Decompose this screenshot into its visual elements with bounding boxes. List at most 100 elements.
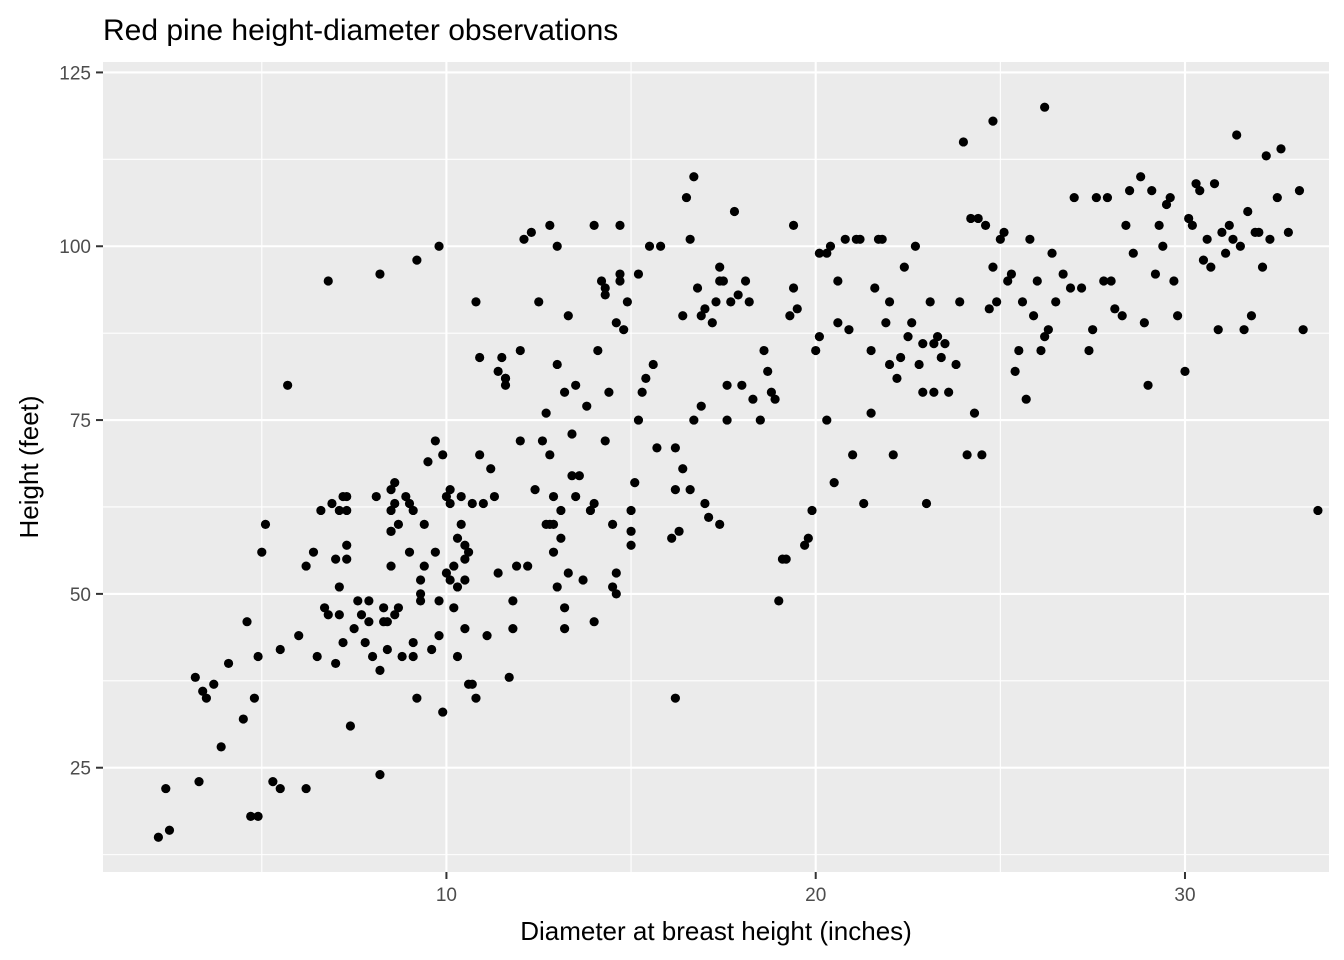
data-point bbox=[1206, 262, 1216, 272]
data-point bbox=[788, 220, 799, 230]
data-point bbox=[1084, 345, 1094, 356]
data-point bbox=[1106, 276, 1116, 286]
data-point bbox=[441, 568, 452, 578]
data-point bbox=[825, 241, 836, 251]
data-point bbox=[415, 596, 426, 606]
data-point bbox=[936, 352, 946, 363]
data-point bbox=[814, 248, 824, 258]
data-point bbox=[626, 526, 636, 536]
data-point bbox=[910, 241, 921, 251]
data-point bbox=[1313, 505, 1323, 516]
data-point bbox=[1294, 186, 1305, 196]
data-point bbox=[1040, 102, 1050, 112]
data-point bbox=[596, 276, 607, 286]
data-point bbox=[988, 262, 998, 272]
data-point bbox=[715, 519, 725, 529]
data-point bbox=[652, 443, 662, 453]
data-point bbox=[844, 325, 854, 335]
data-point bbox=[737, 380, 747, 390]
data-point bbox=[685, 484, 695, 495]
data-point bbox=[608, 582, 618, 592]
data-point bbox=[692, 283, 703, 293]
data-point bbox=[253, 811, 263, 821]
data-point bbox=[1228, 234, 1238, 244]
data-point bbox=[877, 234, 887, 244]
data-point bbox=[364, 596, 374, 606]
data-point bbox=[534, 297, 544, 307]
data-point bbox=[903, 332, 913, 342]
data-point bbox=[338, 637, 348, 648]
data-point bbox=[164, 825, 175, 835]
data-point bbox=[656, 241, 666, 251]
data-point bbox=[1121, 220, 1131, 230]
data-point bbox=[696, 311, 706, 321]
data-point bbox=[1198, 255, 1209, 265]
data-point bbox=[589, 617, 599, 627]
data-point bbox=[342, 540, 352, 550]
data-point bbox=[508, 596, 518, 606]
data-point bbox=[611, 568, 621, 578]
data-point bbox=[700, 304, 710, 314]
data-point bbox=[881, 318, 891, 328]
data-point bbox=[1265, 234, 1275, 244]
data-point bbox=[833, 276, 843, 286]
data-point bbox=[977, 450, 987, 460]
data-point bbox=[1165, 192, 1175, 203]
data-point bbox=[803, 533, 813, 543]
data-point bbox=[375, 269, 385, 279]
data-point bbox=[763, 366, 773, 376]
data-point bbox=[988, 116, 998, 126]
data-point bbox=[334, 610, 344, 620]
data-point bbox=[1028, 311, 1039, 321]
data-point bbox=[161, 783, 171, 794]
data-point bbox=[238, 714, 248, 724]
data-point bbox=[153, 832, 163, 842]
x-tick-label: 30 bbox=[1174, 885, 1195, 906]
data-point bbox=[1091, 192, 1101, 203]
data-point bbox=[390, 498, 400, 509]
data-point bbox=[840, 234, 850, 244]
data-point bbox=[312, 651, 322, 662]
data-point bbox=[567, 471, 577, 481]
data-point bbox=[404, 547, 415, 557]
data-point bbox=[626, 540, 636, 550]
data-point bbox=[637, 387, 647, 397]
data-point bbox=[781, 554, 791, 564]
data-point bbox=[460, 575, 470, 585]
data-point bbox=[1169, 276, 1179, 286]
data-point bbox=[449, 603, 459, 613]
data-point bbox=[515, 345, 525, 356]
data-point bbox=[807, 505, 817, 516]
data-point bbox=[921, 498, 932, 509]
data-point bbox=[556, 505, 566, 516]
data-point bbox=[711, 297, 721, 307]
data-point bbox=[571, 380, 581, 390]
data-point bbox=[353, 596, 363, 606]
data-point bbox=[511, 561, 522, 571]
data-point bbox=[386, 484, 396, 495]
data-point bbox=[715, 262, 725, 272]
data-point bbox=[759, 345, 769, 356]
y-tick-label: 25 bbox=[70, 759, 91, 780]
data-point bbox=[722, 380, 732, 390]
data-point bbox=[1184, 213, 1194, 224]
data-point bbox=[755, 415, 765, 425]
data-point bbox=[563, 311, 573, 321]
data-point bbox=[441, 491, 452, 502]
data-point bbox=[519, 234, 529, 244]
data-point bbox=[704, 512, 714, 523]
data-point bbox=[870, 283, 880, 293]
data-point bbox=[681, 192, 692, 203]
data-point bbox=[449, 561, 459, 571]
data-point bbox=[1017, 297, 1028, 307]
data-point bbox=[748, 394, 758, 404]
data-point bbox=[896, 352, 906, 363]
data-point bbox=[984, 304, 994, 314]
data-point bbox=[1213, 325, 1223, 335]
data-point bbox=[678, 464, 688, 474]
data-point bbox=[1209, 179, 1220, 189]
data-point bbox=[349, 624, 359, 634]
data-point bbox=[434, 241, 444, 251]
data-point bbox=[1143, 380, 1153, 390]
data-point bbox=[1147, 186, 1157, 196]
